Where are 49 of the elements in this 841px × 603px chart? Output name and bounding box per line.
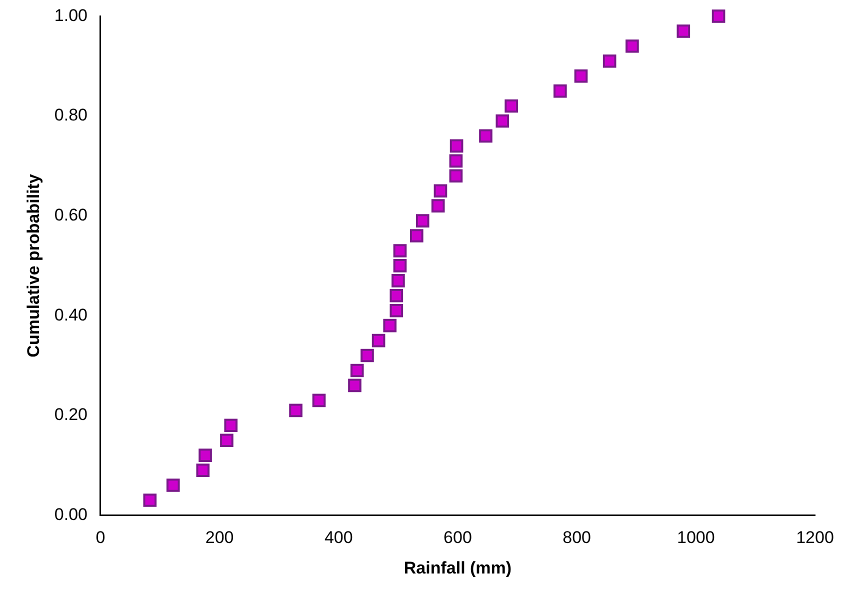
point: [450, 139, 464, 153]
y-tick-label: 1.00: [54, 6, 88, 25]
point: [312, 394, 326, 408]
point: [143, 494, 157, 507]
point: [602, 54, 616, 68]
point: [224, 418, 238, 432]
x-tick-label: 0: [96, 528, 106, 548]
point: [196, 464, 210, 477]
y-tick-label: 0.00: [54, 504, 88, 524]
x-tick-label: 400: [324, 528, 353, 548]
point: [350, 364, 364, 378]
x-tick-label: 800: [562, 528, 592, 548]
x-tick-label: 1000: [677, 528, 715, 548]
point: [390, 288, 404, 302]
point: [676, 24, 690, 38]
y-tick-label: 0.60: [54, 205, 88, 224]
point: [449, 169, 463, 183]
point: [574, 69, 588, 83]
point: [198, 448, 212, 462]
point: [449, 154, 463, 168]
point: [434, 184, 448, 198]
point: [348, 378, 362, 392]
point: [554, 84, 567, 98]
point: [392, 274, 405, 288]
point: [390, 304, 404, 318]
point: [360, 348, 374, 362]
point: [416, 214, 430, 228]
point: [289, 404, 302, 418]
point: [479, 129, 492, 143]
x-axis-title: Rainfall (mm): [404, 558, 512, 578]
x-tick-label: 200: [205, 528, 234, 548]
y-axis-title: Cumulative probability: [24, 174, 43, 358]
point: [496, 114, 510, 128]
point: [220, 434, 234, 448]
point: [393, 259, 407, 272]
point: [504, 99, 518, 113]
point: [410, 229, 424, 242]
x-tick-label: 1200: [796, 528, 834, 548]
point: [712, 10, 726, 23]
y-tick-label: 0.20: [54, 405, 88, 424]
point: [383, 318, 397, 332]
point: [393, 244, 407, 258]
point: [431, 199, 445, 212]
y-tick-label: 0.40: [54, 305, 88, 324]
point: [626, 39, 639, 53]
y-tick-label: 0.80: [54, 106, 88, 125]
point: [372, 334, 386, 348]
point: [166, 478, 180, 492]
x-tick-label: 600: [444, 528, 472, 548]
